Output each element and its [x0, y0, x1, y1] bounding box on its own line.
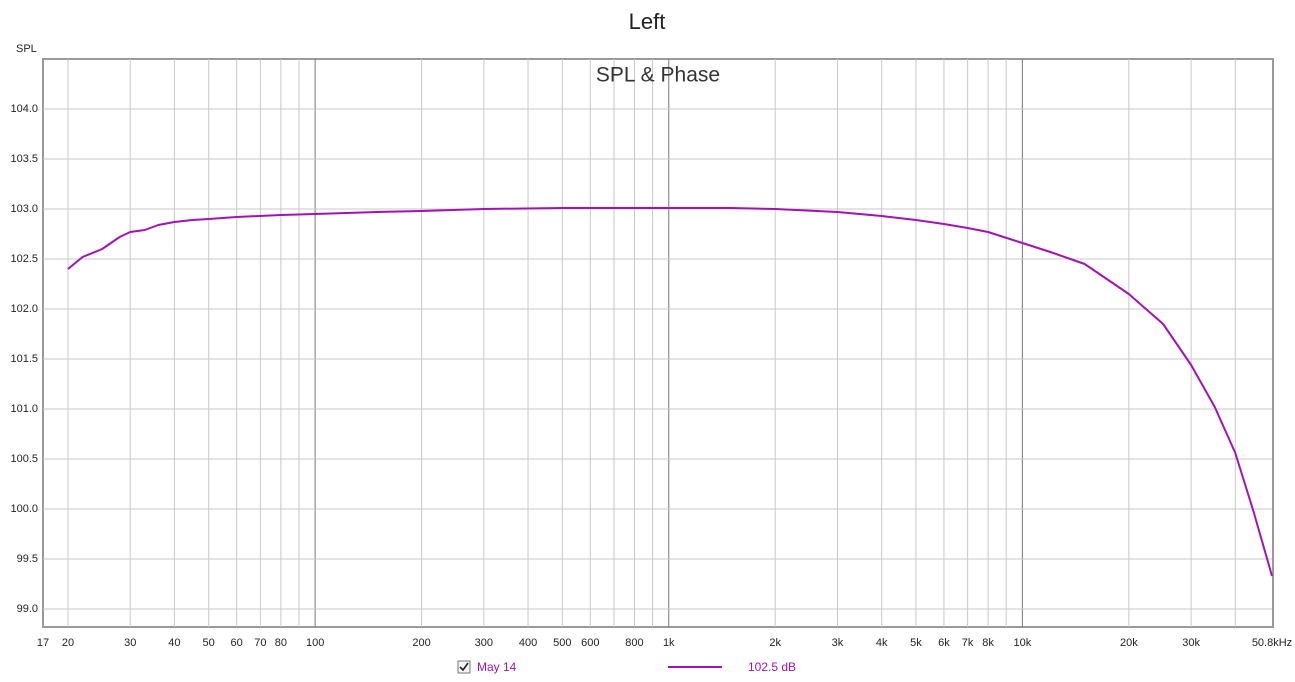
- x-tick-label: 3k: [832, 637, 844, 649]
- y-tick-label: 104.0: [10, 103, 38, 115]
- x-tick-label: 400: [519, 637, 537, 649]
- x-tick-label: 60: [231, 637, 243, 649]
- plot-area: [42, 58, 1274, 628]
- chart-title: Left: [629, 9, 666, 34]
- x-tick-label: 20: [62, 637, 74, 649]
- x-tick-label: 2k: [769, 637, 781, 649]
- y-tick-label: 102.0: [10, 303, 38, 315]
- y-tick-label: 101.5: [10, 353, 38, 365]
- y-axis-label: SPL: [16, 43, 37, 55]
- x-tick-label: 500: [553, 637, 571, 649]
- x-tick-label: 6k: [938, 637, 950, 649]
- y-tick-label: 103.5: [10, 153, 38, 165]
- x-tick-label: 800: [625, 637, 643, 649]
- x-tick-label: 100: [306, 637, 324, 649]
- x-tick-label: 70: [254, 637, 266, 649]
- x-tick-label: 10k: [1014, 637, 1032, 649]
- chart-subtitle: SPL & Phase: [596, 64, 720, 87]
- x-tick-label: 30: [124, 637, 136, 649]
- x-tick-label: 8k: [982, 637, 994, 649]
- x-tick-label: 300: [475, 637, 493, 649]
- y-tick-label: 103.0: [10, 203, 38, 215]
- x-tick-label: 17: [37, 637, 49, 649]
- y-tick-label: 100.5: [10, 453, 38, 465]
- x-tick-label: 30k: [1182, 637, 1200, 649]
- y-tick-label: 99.5: [17, 553, 38, 565]
- x-tick-label: 4k: [876, 637, 888, 649]
- x-tick-label: 20k: [1120, 637, 1138, 649]
- x-tick-label: 50: [203, 637, 215, 649]
- y-tick-label: 102.5: [10, 253, 38, 265]
- x-tick-label: 80: [275, 637, 287, 649]
- x-tick-label: 40: [168, 637, 180, 649]
- checkmark: [459, 662, 469, 672]
- x-tick-label: 1k: [663, 637, 675, 649]
- x-tick-label: 5k: [910, 637, 922, 649]
- x-tick-label: 200: [412, 637, 430, 649]
- legend-label: May 14: [477, 660, 517, 674]
- y-tick-label: 101.0: [10, 403, 38, 415]
- spl-line: [67, 207, 1273, 577]
- x-tick-label: 7k: [962, 637, 974, 649]
- y-tick-label: 100.0: [10, 503, 38, 515]
- x-tick-label: 600: [581, 637, 599, 649]
- legend-value: 102.5 dB: [748, 660, 796, 674]
- x-tick-label: 50.8kHz: [1252, 637, 1292, 649]
- y-tick-label: 99.0: [17, 603, 38, 615]
- legend-checkbox[interactable]: [457, 660, 471, 674]
